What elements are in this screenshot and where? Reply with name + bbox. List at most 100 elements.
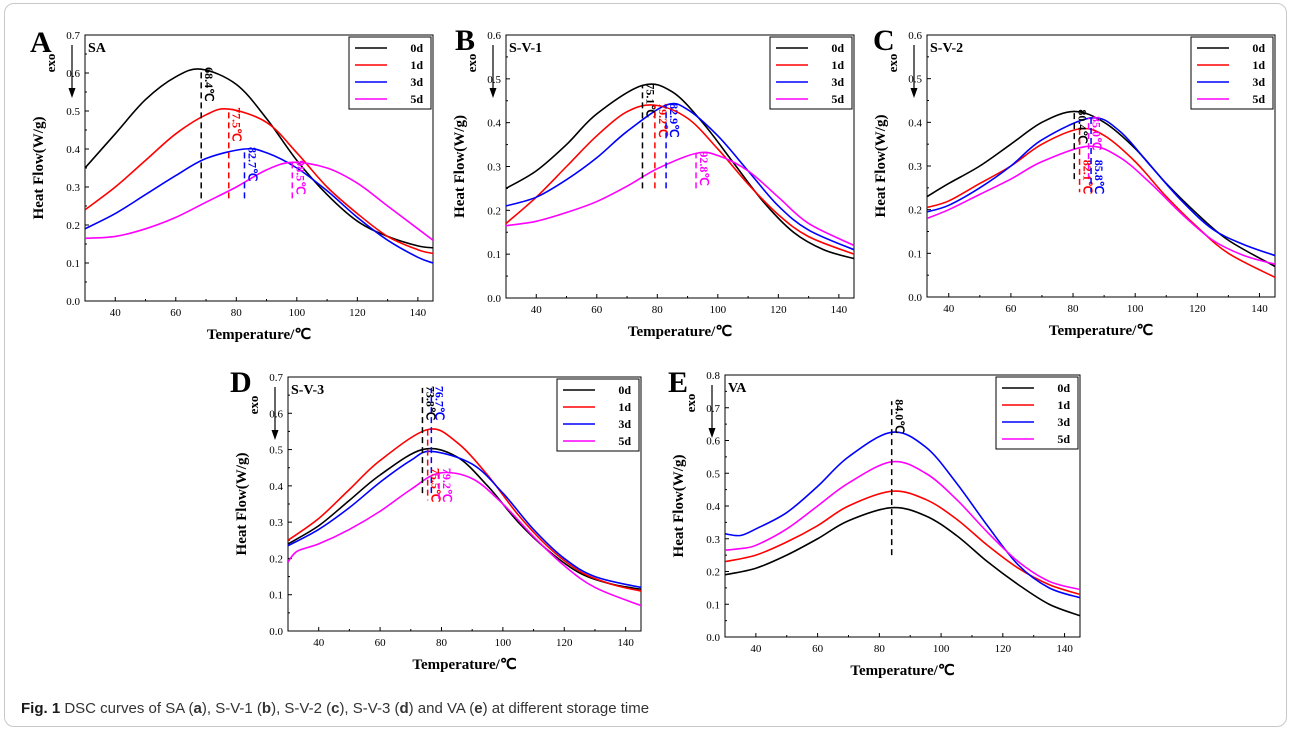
legend-label-0d: 0d <box>1252 41 1265 55</box>
series-line-1d <box>288 428 641 592</box>
panel-title-c: S-V-2 <box>930 41 963 56</box>
series-group-b <box>506 83 854 260</box>
caption-text-4: ), S-V-3 ( <box>339 700 400 717</box>
x-tick-label: 120 <box>1189 303 1206 315</box>
exo-label: exo <box>246 396 261 415</box>
y-tick-label: 0.2 <box>706 567 720 579</box>
x-tick-label: 100 <box>933 643 950 655</box>
y-tick-label: 0.5 <box>269 445 283 457</box>
legend-label-1d: 1d <box>1057 398 1070 412</box>
series-line-3d <box>725 431 1080 599</box>
y-tick-label: 0.6 <box>269 408 283 420</box>
x-tick-label: 40 <box>313 637 325 649</box>
series-line-1d <box>506 104 854 255</box>
series-line-5d <box>927 145 1275 266</box>
legend-label-3d: 3d <box>1252 75 1265 89</box>
y-tick-label: 0.7 <box>269 372 283 384</box>
panel-title-a: SA <box>88 41 107 56</box>
y-axis-label: Heat Flow(W/g) <box>31 117 47 220</box>
caption-ref-c: c <box>331 700 340 717</box>
y-tick-label: 0.0 <box>269 626 283 638</box>
x-tick-label: 60 <box>375 637 387 649</box>
series-group-c <box>927 110 1275 279</box>
y-tick-label: 0.3 <box>269 517 283 529</box>
series-line-5d <box>85 161 433 241</box>
exo-arrow-head <box>68 88 76 98</box>
legend-label-3d: 3d <box>831 75 844 89</box>
x-axis-label: Temperature/℃ <box>628 324 732 340</box>
exo-label: exo <box>683 394 698 413</box>
legend-label-5d: 5d <box>1057 432 1070 446</box>
x-tick-label: 140 <box>410 307 427 319</box>
caption-text-5: ) and VA ( <box>408 700 475 717</box>
x-axis-label: Temperature/℃ <box>412 657 516 673</box>
y-tick-label: 0.8 <box>706 370 720 382</box>
caption-figure-label: Fig. 1 <box>21 700 61 717</box>
x-tick-label: 140 <box>617 637 634 649</box>
y-axis-label: Heat Flow(W/g) <box>671 455 687 558</box>
peak-temperature-label: 85.0℃ <box>1090 116 1104 150</box>
x-tick-label: 140 <box>1056 643 1073 655</box>
y-tick-label: 0.6 <box>66 68 80 80</box>
x-tick-label: 80 <box>231 307 243 319</box>
y-tick-label: 0.1 <box>269 590 283 602</box>
y-tick-label: 0.5 <box>66 106 80 118</box>
caption-text-2: ), S-V-1 ( <box>201 700 262 717</box>
panel-letter-d: D <box>230 366 252 399</box>
series-line-3d <box>506 102 854 251</box>
caption-text-1: DSC curves of SA ( <box>60 700 194 717</box>
legend-label-1d: 1d <box>410 58 423 72</box>
y-tick-label: 0.4 <box>487 118 501 130</box>
exo-arrow-head <box>708 428 716 438</box>
exo-arrow-head <box>271 430 279 440</box>
chart-panel-d: D S-V-3 0.0 0.1 0.2 0.3 0.4 0.5 0.6 0.7 40 60 80 100 1… <box>230 366 642 673</box>
series-line-0d <box>927 110 1275 268</box>
panel-letter-c: C <box>873 24 895 57</box>
figure-caption: Fig. 1 DSC curves of SA (a), S-V-1 (b), … <box>21 700 649 717</box>
y-tick-label: 0.1 <box>66 258 80 270</box>
caption-ref-d: d <box>399 700 409 717</box>
chart-panel-c: C S-V-2 0.0 0.1 0.2 0.3 0.4 0.5 0.6 40 60 80 100 120 1… <box>873 24 1276 339</box>
x-tick-label: 100 <box>289 307 306 319</box>
series-line-3d <box>288 450 641 589</box>
peak-temperature-label: 85.8℃ <box>1092 160 1106 194</box>
series-group-d <box>288 428 641 607</box>
exo-label: exo <box>464 54 479 73</box>
legend-label-5d: 5d <box>831 92 844 106</box>
x-tick-label: 140 <box>1251 303 1268 315</box>
y-tick-label: 0.7 <box>706 403 720 415</box>
legend-box <box>995 376 1079 450</box>
x-tick-label: 120 <box>995 643 1012 655</box>
x-tick-label: 60 <box>1005 303 1017 315</box>
x-tick-label: 60 <box>170 307 182 319</box>
x-axis-label: Temperature/℃ <box>1049 323 1153 339</box>
series-group-a <box>85 68 433 264</box>
y-tick-label: 0.3 <box>908 161 922 173</box>
x-tick-label: 100 <box>495 637 512 649</box>
series-line-0d <box>725 506 1080 617</box>
x-tick-label: 120 <box>770 304 787 316</box>
y-axis-label: Heat Flow(W/g) <box>452 115 468 218</box>
caption-ref-b: b <box>261 700 272 717</box>
peak-temperature-label: 76.7℃ <box>432 386 446 420</box>
y-tick-label: 0.1 <box>487 249 501 261</box>
exo-arrow-head <box>489 88 497 98</box>
peak-temperature-label: 68.4℃ <box>202 67 216 101</box>
y-tick-label: 0.1 <box>908 248 922 260</box>
x-tick-label: 100 <box>1127 303 1144 315</box>
x-tick-label: 140 <box>831 304 848 316</box>
x-tick-label: 80 <box>436 637 448 649</box>
panel-letter-b: B <box>455 24 475 57</box>
exo-arrow-head <box>910 88 918 98</box>
x-tick-label: 80 <box>652 304 664 316</box>
y-tick-label: 0.4 <box>908 117 922 129</box>
y-tick-label: 0.0 <box>487 293 501 305</box>
caption-text-3: ), S-V-2 ( <box>271 700 332 717</box>
series-line-1d <box>85 108 433 255</box>
legend-box <box>769 36 853 110</box>
peak-temperature-label: 92.8℃ <box>697 151 711 185</box>
panel-letter-e: E <box>668 366 688 399</box>
y-tick-label: 0.5 <box>908 74 922 86</box>
series-line-3d <box>927 116 1275 257</box>
